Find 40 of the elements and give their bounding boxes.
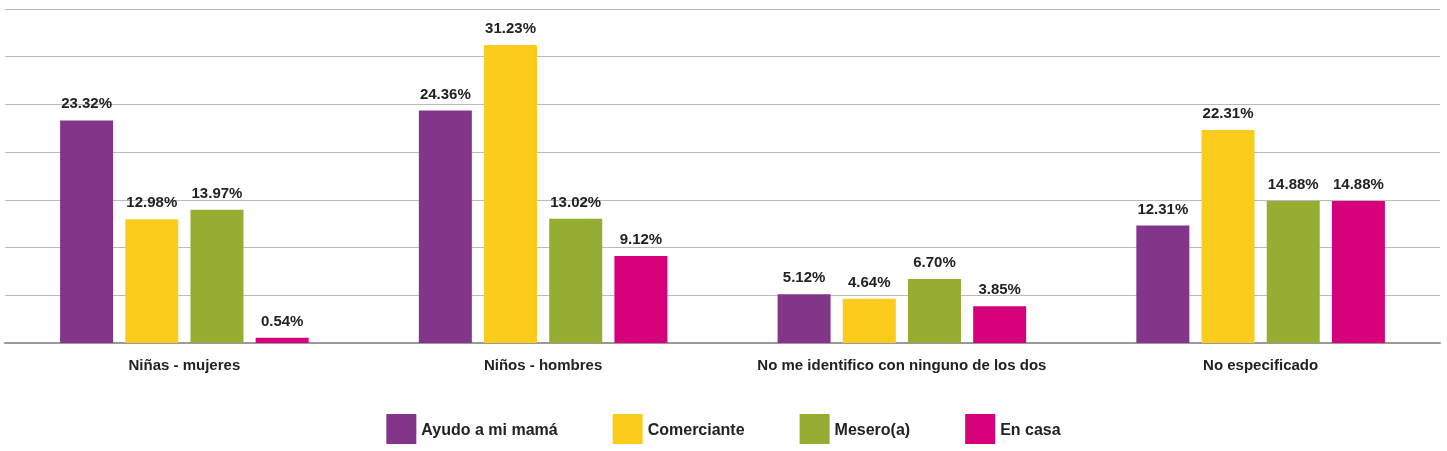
bar (125, 219, 179, 343)
legend-label: Mesero(a) (834, 420, 911, 438)
bar (777, 294, 831, 343)
data-label: 24.36% (419, 84, 471, 102)
bar (418, 110, 472, 343)
bar (255, 337, 309, 343)
data-label: 12.98% (126, 193, 178, 211)
bar (60, 120, 114, 343)
data-label: 12.31% (1137, 199, 1189, 217)
legend-label: En casa (1000, 420, 1061, 438)
x-tick-label: No especificado (1203, 356, 1319, 373)
data-label: 3.85% (978, 280, 1021, 298)
bar (549, 218, 603, 343)
x-tick-label: No me identifico con ninguno de los dos (757, 356, 1047, 373)
data-label: 9.12% (619, 229, 663, 247)
data-label: 14.88% (1267, 175, 1319, 192)
x-tick-label: Niños - hombres (483, 356, 603, 373)
bar (484, 44, 538, 343)
data-label: 13.02% (550, 192, 602, 210)
bar (973, 306, 1027, 343)
legend-label: Ayudo a mi mamá (421, 420, 558, 438)
data-label: 4.64% (848, 272, 891, 290)
x-tick-label: Niñas - mujeres (128, 356, 241, 373)
bar (842, 298, 896, 343)
bar (1136, 225, 1190, 343)
legend-label: Comerciante (647, 420, 745, 438)
data-label: 23.32% (61, 94, 113, 112)
bar (1201, 130, 1255, 343)
data-label: 6.70% (913, 253, 956, 271)
bar (1266, 201, 1320, 343)
data-label: 13.97% (191, 183, 243, 201)
bar (614, 255, 668, 343)
bar (1331, 201, 1385, 343)
bar (907, 279, 961, 343)
data-label: 14.88% (1332, 175, 1384, 192)
data-label: 31.23% (485, 18, 536, 36)
bar (190, 209, 244, 343)
data-label: 0.54% (260, 311, 304, 329)
data-label: 22.31% (1202, 104, 1254, 122)
data-label: 5.12% (782, 268, 826, 286)
